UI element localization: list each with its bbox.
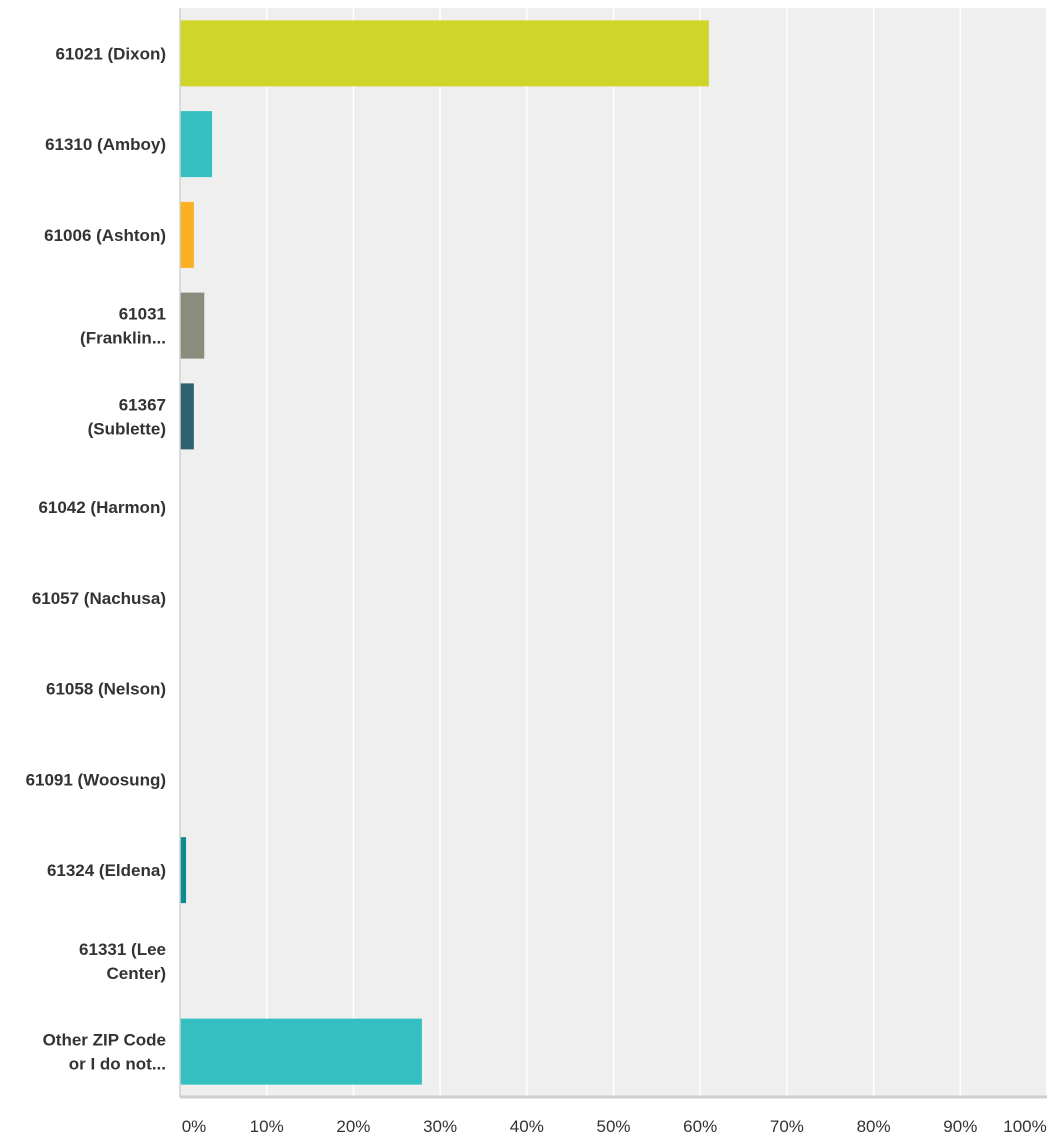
category-label: 61367 (Sublette) bbox=[88, 395, 166, 438]
category-label-line: 61091 (Woosung) bbox=[26, 770, 166, 789]
x-tick-label: 30% bbox=[423, 1117, 457, 1136]
category-label-line: (Sublette) bbox=[88, 419, 166, 438]
category-label: 61021 (Dixon) bbox=[55, 44, 166, 63]
category-label-line: 61324 (Eldena) bbox=[47, 861, 166, 880]
bar bbox=[180, 111, 213, 178]
category-label-line: 61058 (Nelson) bbox=[46, 680, 166, 699]
x-tick-labels: 0% 10% 20% 30% 40% 50% 60% 70% 80% 90% 100% bbox=[182, 1117, 1047, 1136]
category-label-line: (Franklin... bbox=[80, 329, 166, 348]
bars bbox=[180, 20, 709, 1085]
x-tick-label: 100% bbox=[1003, 1117, 1046, 1136]
x-tick-label: 40% bbox=[510, 1117, 544, 1136]
category-label: 61058 (Nelson) bbox=[46, 680, 166, 699]
category-label-line: or I do not... bbox=[69, 1055, 166, 1074]
category-label: Other ZIP Code or I do not... bbox=[43, 1031, 166, 1074]
category-label: 61091 (Woosung) bbox=[26, 770, 166, 789]
x-tick-label: 80% bbox=[857, 1117, 891, 1136]
category-label: 61331 (Lee Center) bbox=[79, 940, 166, 983]
category-label: 61057 (Nachusa) bbox=[32, 589, 166, 608]
category-label-line: 61057 (Nachusa) bbox=[32, 589, 166, 608]
category-label-line: 61021 (Dixon) bbox=[55, 44, 166, 63]
x-tick-label: 90% bbox=[943, 1117, 977, 1136]
category-label-line: 61310 (Amboy) bbox=[45, 135, 166, 154]
bar bbox=[180, 20, 709, 87]
category-label: 61031 (Franklin... bbox=[80, 305, 166, 348]
x-tick-label: 10% bbox=[250, 1117, 284, 1136]
category-label: 61324 (Eldena) bbox=[47, 861, 166, 880]
gridlines bbox=[265, 8, 1048, 1097]
category-label-line: 61031 bbox=[119, 305, 166, 324]
bar bbox=[180, 837, 187, 904]
category-label-line: 61042 (Harmon) bbox=[38, 498, 166, 517]
x-tick-label: 0% bbox=[182, 1117, 207, 1136]
category-labels: 61021 (Dixon) 61310 (Amboy) 61006 (Ashton)… bbox=[26, 44, 166, 1073]
category-label: 61310 (Amboy) bbox=[45, 135, 166, 154]
bar bbox=[180, 383, 194, 450]
x-tick-label: 20% bbox=[336, 1117, 370, 1136]
bar bbox=[180, 201, 194, 268]
bar bbox=[180, 292, 205, 359]
bar bbox=[180, 1018, 422, 1085]
x-tick-label: 50% bbox=[596, 1117, 630, 1136]
category-label: 61006 (Ashton) bbox=[44, 226, 166, 245]
category-label-line: 61331 (Lee bbox=[79, 940, 166, 959]
category-label-line: 61006 (Ashton) bbox=[44, 226, 166, 245]
category-label-line: Other ZIP Code bbox=[43, 1031, 166, 1050]
x-tick-label: 60% bbox=[683, 1117, 717, 1136]
x-tick-label: 70% bbox=[770, 1117, 804, 1136]
category-label-line: 61367 bbox=[119, 395, 166, 414]
category-label: 61042 (Harmon) bbox=[38, 498, 166, 517]
category-label-line: Center) bbox=[106, 964, 166, 983]
